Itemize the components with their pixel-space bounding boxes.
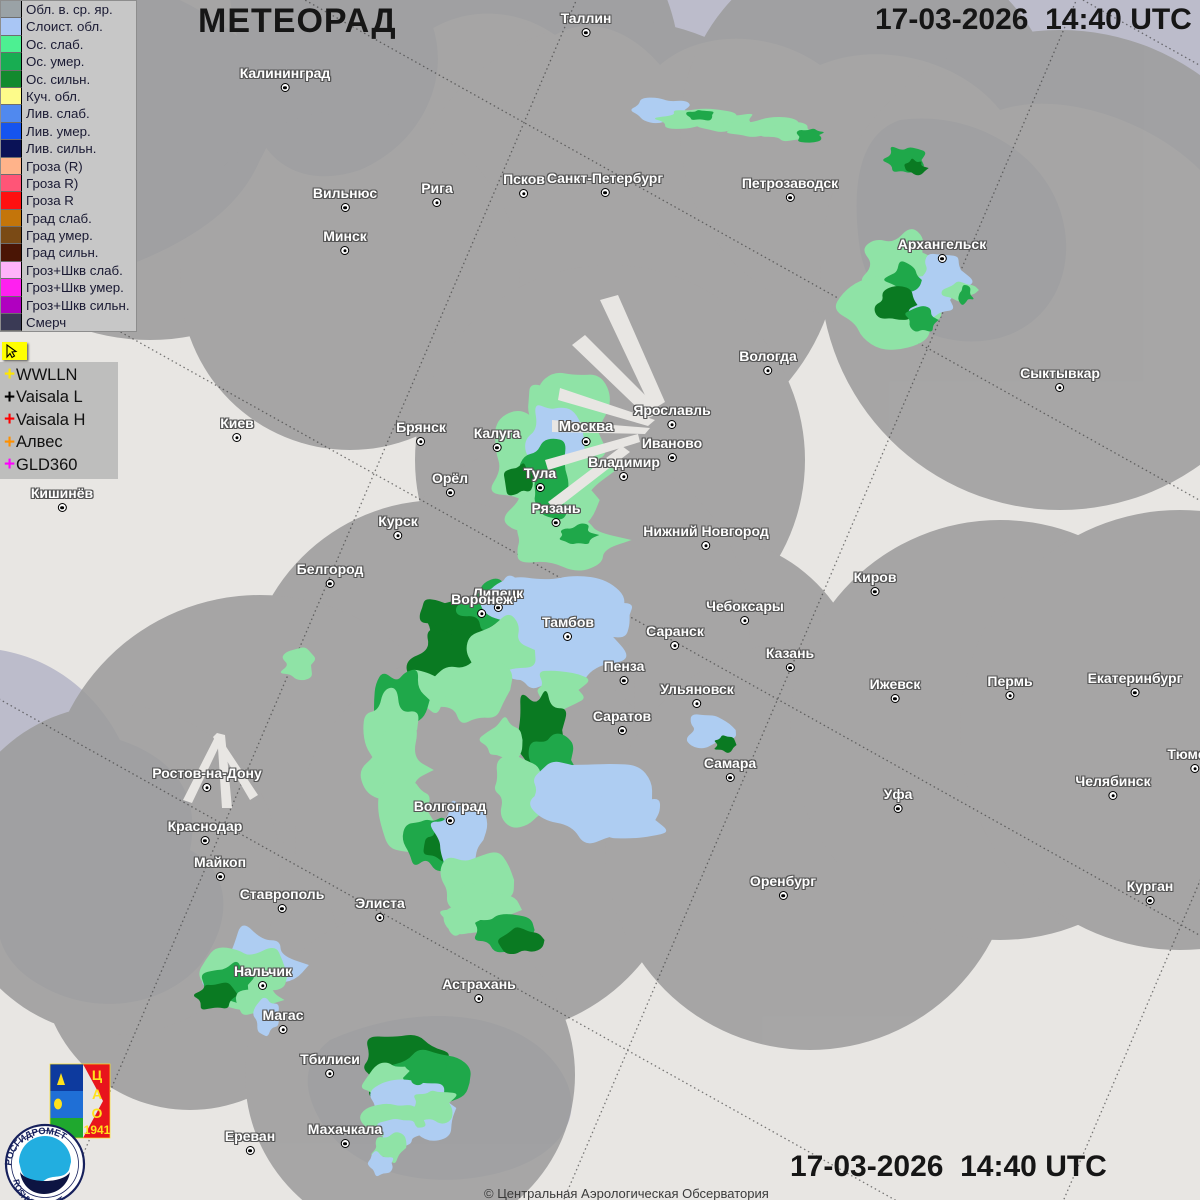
svg-text:А: А (92, 1086, 102, 1102)
svg-text:1941: 1941 (84, 1123, 111, 1137)
svg-text:Ц: Ц (92, 1067, 103, 1083)
svg-text:О: О (92, 1105, 103, 1121)
